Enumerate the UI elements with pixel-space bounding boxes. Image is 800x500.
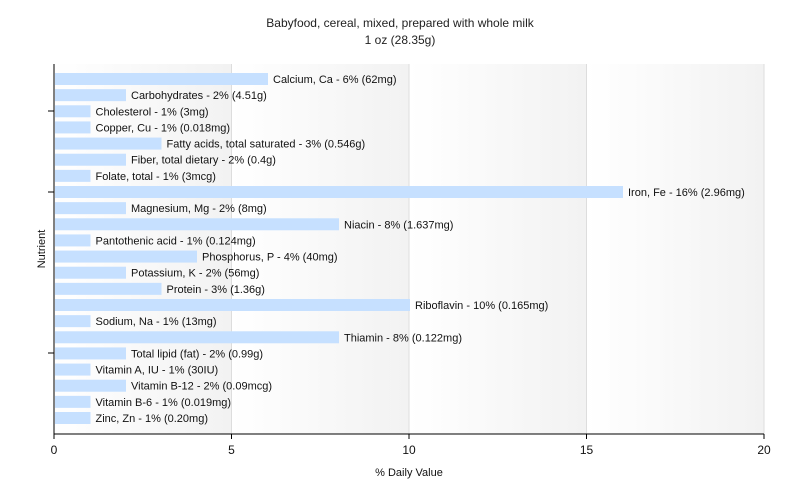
bar-label: Iron, Fe - 16% (2.96mg) <box>628 187 745 199</box>
bar-label: Zinc, Zn - 1% (0.20mg) <box>96 413 208 425</box>
bar-label: Pantothenic acid - 1% (0.124mg) <box>96 235 256 247</box>
bar <box>55 299 410 311</box>
y-axis-label: Nutrient <box>36 230 48 269</box>
plot-background-panel <box>409 64 587 434</box>
bar <box>55 266 126 279</box>
bar <box>55 202 126 215</box>
bar-label: Fatty acids, total saturated - 3% (0.546… <box>167 139 366 151</box>
bar <box>55 315 91 328</box>
bar <box>55 169 91 182</box>
x-tick-label: 15 <box>580 443 594 457</box>
bar <box>55 218 339 231</box>
bar-label: Total lipid (fat) - 2% (0.99g) <box>131 348 263 360</box>
bar <box>55 73 268 85</box>
bar-label: Carbohydrates - 2% (4.51g) <box>131 90 267 102</box>
bar-label: Riboflavin - 10% (0.165mg) <box>415 300 548 312</box>
bar-label: Cholesterol - 1% (3mg) <box>96 106 209 118</box>
x-tick-label: 10 <box>402 443 416 457</box>
bar-label: Protein - 3% (1.36g) <box>167 284 265 296</box>
bar <box>55 395 91 408</box>
bar-label: Calcium, Ca - 6% (62mg) <box>273 74 396 86</box>
bar <box>55 186 623 198</box>
chart-subtitle: 1 oz (28.35g) <box>364 33 436 47</box>
bar <box>55 331 339 344</box>
bar <box>55 234 91 247</box>
bar-label: Vitamin A, IU - 1% (30IU) <box>96 365 219 377</box>
bar <box>55 105 91 118</box>
x-axis-label: % Daily Value <box>375 467 443 479</box>
bar-label: Thiamin - 8% (0.122mg) <box>344 332 462 344</box>
bar-label: Sodium, Na - 1% (13mg) <box>96 316 217 328</box>
bar <box>55 121 91 134</box>
plot-background-panel <box>586 64 764 434</box>
bar <box>55 153 126 166</box>
bar <box>55 379 126 392</box>
bar <box>55 347 126 360</box>
plot-background-panel <box>54 64 232 434</box>
bar-label: Phosphorus, P - 4% (40mg) <box>202 252 338 264</box>
bar-label: Potassium, K - 2% (56mg) <box>131 268 259 280</box>
x-tick-label: 20 <box>757 443 771 457</box>
bar <box>55 250 197 263</box>
x-tick-label: 0 <box>51 443 58 457</box>
bar <box>55 412 91 424</box>
chart-title: Babyfood, cereal, mixed, prepared with w… <box>266 16 534 30</box>
bar <box>55 89 126 102</box>
bar <box>55 282 162 295</box>
plot-background-panel <box>231 64 409 434</box>
bar-label: Niacin - 8% (1.637mg) <box>344 219 453 231</box>
bar-label: Fiber, total dietary - 2% (0.4g) <box>131 155 276 167</box>
bar-label: Magnesium, Mg - 2% (8mg) <box>131 203 267 215</box>
x-tick-label: 5 <box>228 443 235 457</box>
bar-label: Vitamin B-6 - 1% (0.019mg) <box>96 397 232 409</box>
bar-label: Copper, Cu - 1% (0.018mg) <box>96 122 231 134</box>
bar-label: Vitamin B-12 - 2% (0.09mcg) <box>131 381 272 393</box>
bar <box>55 363 91 376</box>
bar <box>55 137 162 150</box>
bar-label: Folate, total - 1% (3mcg) <box>96 171 216 183</box>
